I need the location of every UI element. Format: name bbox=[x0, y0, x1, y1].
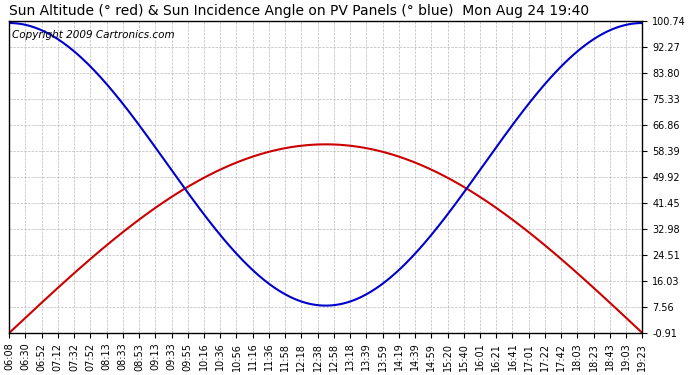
Text: Copyright 2009 Cartronics.com: Copyright 2009 Cartronics.com bbox=[12, 30, 175, 40]
Text: Sun Altitude (° red) & Sun Incidence Angle on PV Panels (° blue)  Mon Aug 24 19:: Sun Altitude (° red) & Sun Incidence Ang… bbox=[9, 4, 589, 18]
